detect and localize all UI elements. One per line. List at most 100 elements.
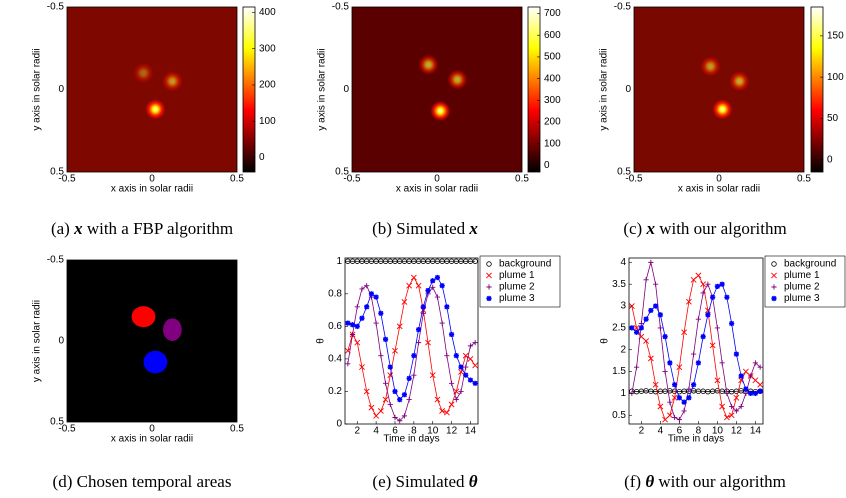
legend-marker xyxy=(771,261,777,267)
series-line xyxy=(631,283,761,403)
marker xyxy=(719,360,725,366)
caption: (d) Chosen temporal areas xyxy=(53,472,232,491)
legend-marker xyxy=(486,272,492,279)
marker xyxy=(439,408,446,414)
legend-marker xyxy=(771,284,777,290)
marker xyxy=(671,394,678,401)
x-tick-label: -0.5 xyxy=(625,174,643,185)
marker xyxy=(472,380,478,386)
marker xyxy=(652,381,659,388)
y-axis-label: y axis in solar radii xyxy=(317,48,328,130)
series-line xyxy=(347,276,476,417)
y-axis-label: y axis in solar radii xyxy=(599,48,610,130)
image xyxy=(133,62,183,120)
marker xyxy=(685,298,692,305)
marker xyxy=(392,388,398,395)
marker xyxy=(392,347,398,354)
marker xyxy=(425,339,431,346)
x-tick-label: -0.5 xyxy=(58,174,76,185)
marker xyxy=(387,401,393,408)
x-tick-label: 0 xyxy=(716,174,722,185)
marker xyxy=(743,390,749,397)
source-blob xyxy=(430,100,451,122)
caption-symbol: x xyxy=(465,219,478,238)
marker xyxy=(681,408,687,414)
colorbar-tick-label: 150 xyxy=(827,31,844,42)
marker xyxy=(439,320,445,326)
marker xyxy=(672,382,678,388)
colorbar-tick-label: 400 xyxy=(259,7,276,18)
marker xyxy=(364,283,370,289)
colorbar-tick-label: 500 xyxy=(544,52,561,63)
source-blob xyxy=(133,62,154,84)
x-tick-label: 8 xyxy=(411,426,417,437)
legend-marker xyxy=(486,261,492,267)
marker xyxy=(448,331,455,338)
marker xyxy=(647,355,654,362)
marker xyxy=(434,396,441,403)
marker xyxy=(662,334,668,340)
plot-background xyxy=(629,258,763,424)
marker xyxy=(742,368,749,375)
marker xyxy=(458,364,464,370)
marker xyxy=(345,320,351,326)
marker xyxy=(657,403,664,410)
x-tick-label: 14 xyxy=(750,426,762,437)
marker xyxy=(733,351,739,357)
source-blob xyxy=(418,54,439,75)
x-axis-label: x axis in solar radii xyxy=(111,184,193,195)
legend-label: plume 2 xyxy=(499,282,535,293)
colorbar-tick-label: 300 xyxy=(259,43,276,54)
marker xyxy=(733,394,740,401)
legend-marker xyxy=(486,284,492,290)
marker xyxy=(425,287,431,294)
y-axis-label: y axis in solar radii xyxy=(32,48,43,130)
y-tick-label: 0.5 xyxy=(612,410,626,421)
marker xyxy=(667,360,673,366)
y-tick-label: 0.4 xyxy=(328,354,342,365)
caption-text: with a FBP algorithm xyxy=(83,219,234,238)
colorbar xyxy=(810,6,824,173)
y-tick-label: 0 xyxy=(336,419,342,430)
marker xyxy=(467,355,474,362)
caption-text: Chosen temporal areas xyxy=(72,472,231,491)
y-tick-label: 0 xyxy=(58,84,64,95)
region xyxy=(131,306,156,328)
caption: (f) θ with our algorithm xyxy=(624,472,786,491)
x-tick-label: -0.5 xyxy=(58,424,76,435)
marker xyxy=(434,294,441,300)
marker xyxy=(411,353,417,359)
y-tick-label: 0 xyxy=(625,84,631,95)
series-line xyxy=(347,285,476,422)
marker xyxy=(373,320,379,326)
x-axis-label: Time in days xyxy=(383,434,439,445)
x-tick-label: 14 xyxy=(465,426,477,437)
x-tick-label: 6 xyxy=(392,426,398,437)
marker xyxy=(662,416,669,423)
x-tick-label: 2 xyxy=(639,426,645,437)
marker xyxy=(648,307,654,314)
series-line xyxy=(631,262,761,421)
marker xyxy=(392,414,398,421)
source-blob xyxy=(729,71,750,92)
marker xyxy=(686,386,692,392)
caption-label: (b) xyxy=(372,219,392,238)
colorbar-tick-label: 0 xyxy=(259,152,265,163)
marker xyxy=(429,372,436,379)
y-tick-label: 0.5 xyxy=(50,167,64,178)
x-tick-label: 0 xyxy=(149,174,155,185)
colorbar-tick-label: 100 xyxy=(827,72,844,83)
y-tick-label: 0.5 xyxy=(50,417,64,428)
x-axis-label: x axis in solar radii xyxy=(678,184,760,195)
caption-symbol: θ xyxy=(465,472,478,491)
marker xyxy=(397,418,403,424)
plot-frame xyxy=(628,257,764,425)
source-blob xyxy=(712,99,733,120)
marker xyxy=(700,290,706,296)
marker xyxy=(757,388,763,394)
marker xyxy=(700,334,706,340)
legend-label: plume 3 xyxy=(499,293,535,304)
marker xyxy=(634,329,640,335)
colorbar-tick-label: 200 xyxy=(259,80,276,91)
y-tick-label: 0.6 xyxy=(328,321,342,332)
